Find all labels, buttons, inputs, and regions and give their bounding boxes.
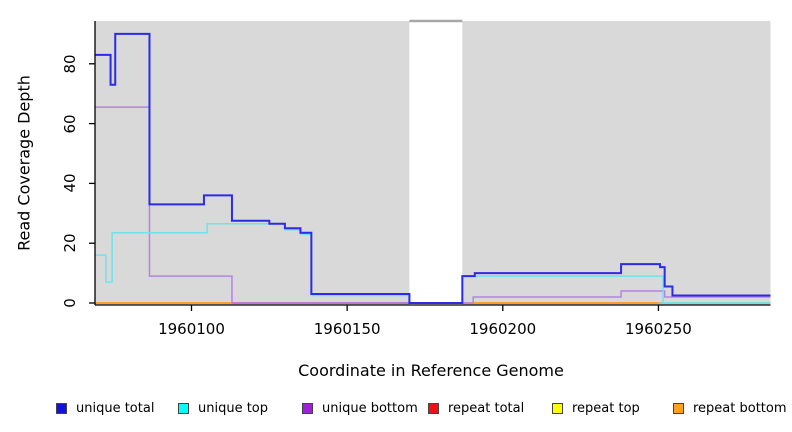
legend-label: unique bottom <box>322 400 418 416</box>
y-tick-label: 20 <box>61 233 79 253</box>
x-tick-label: 1960150 <box>313 320 381 338</box>
x-tick-label: 1960250 <box>625 320 692 338</box>
x-axis-title: Coordinate in Reference Genome <box>298 361 564 380</box>
legend-swatch-icon <box>673 402 684 414</box>
legend-swatch-icon <box>428 402 439 414</box>
legend-swatch-icon <box>302 402 313 414</box>
legend-item-repeat-bottom: repeat bottom <box>673 400 787 416</box>
plot-background-right <box>462 21 771 305</box>
legend-item-unique-bottom: unique bottom <box>302 400 418 416</box>
y-tick-label: 80 <box>61 54 79 74</box>
legend-label: repeat top <box>572 400 640 416</box>
plot-background-left <box>95 21 410 305</box>
legend-label: unique total <box>76 400 155 416</box>
legend-label: repeat total <box>448 400 525 416</box>
x-tick-label: 1960200 <box>469 320 537 338</box>
series-line-unique-bottom <box>95 106 771 304</box>
legend-item-repeat-total: repeat total <box>428 400 525 416</box>
legend-swatch-icon <box>56 402 67 414</box>
y-tick-label: 0 <box>61 298 79 308</box>
y-tick-label: 60 <box>61 114 79 134</box>
legend-swatch-icon <box>178 402 189 414</box>
y-axis-title: Read Coverage Depth <box>14 75 34 251</box>
legend-swatch-icon <box>552 402 563 414</box>
y-tick-label: 40 <box>61 173 79 193</box>
legend-item-unique-top: unique top <box>178 400 269 416</box>
x-tick-label: 1960100 <box>158 320 225 338</box>
legend-item-repeat-top: repeat top <box>552 400 640 416</box>
series-line-unique-total <box>95 32 771 304</box>
legend-label: repeat bottom <box>693 400 787 416</box>
legend-item-unique-total: unique total <box>56 400 155 416</box>
legend-label: unique top <box>198 400 269 416</box>
